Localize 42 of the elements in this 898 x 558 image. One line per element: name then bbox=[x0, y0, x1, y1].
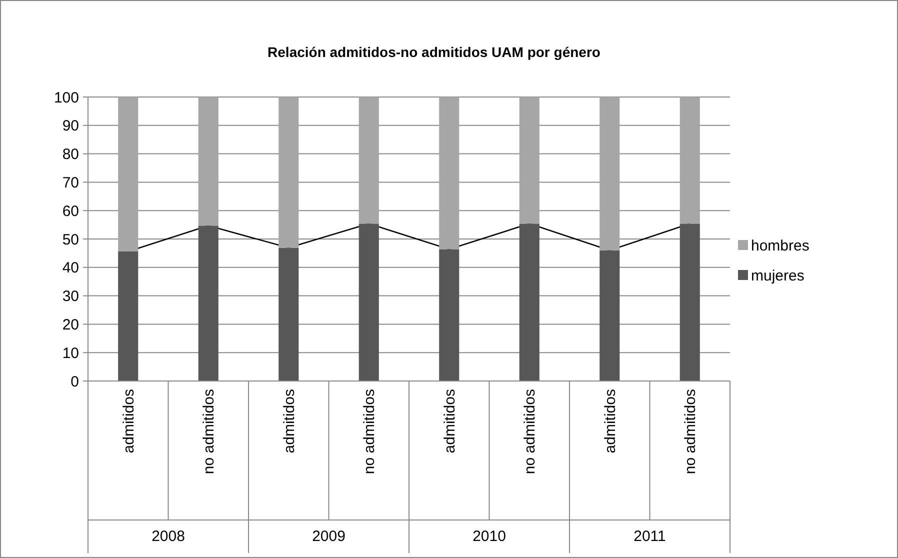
x-tick-label: admitidos bbox=[120, 389, 138, 454]
bar bbox=[118, 251, 138, 381]
legend-label: mujeres bbox=[751, 267, 804, 284]
y-tick-label: 60 bbox=[62, 202, 79, 220]
x-tick-label: admitidos bbox=[441, 389, 458, 454]
x-tick-label: no admitidos bbox=[200, 389, 218, 474]
y-tick-label: 100 bbox=[54, 89, 79, 106]
bar bbox=[519, 224, 540, 381]
text: 2010 bbox=[472, 528, 506, 545]
x-tick-label: admitidos bbox=[602, 389, 619, 454]
x-tick-label: no admitidos bbox=[522, 389, 539, 474]
bar bbox=[680, 97, 700, 224]
legend-label: hombres bbox=[751, 237, 810, 254]
bar bbox=[198, 226, 218, 381]
y-tick-label: 50 bbox=[62, 231, 79, 248]
bar bbox=[439, 97, 460, 250]
y-tick-label: 70 bbox=[62, 174, 79, 192]
y-tick-label: 80 bbox=[62, 146, 79, 164]
y-tick-label: 40 bbox=[62, 260, 79, 277]
bar bbox=[439, 249, 460, 381]
bar bbox=[278, 97, 299, 248]
y-tick-label: 10 bbox=[62, 344, 79, 362]
bar bbox=[358, 224, 379, 381]
x-tick-label: admitidos bbox=[280, 389, 298, 454]
y-tick-label: 20 bbox=[62, 316, 79, 334]
text: 2011 bbox=[634, 528, 666, 545]
bar bbox=[600, 97, 620, 250]
bar bbox=[519, 97, 540, 224]
y-tick-label: 0 bbox=[70, 373, 79, 390]
x-tick-label: no admitidos bbox=[361, 389, 378, 474]
bar bbox=[118, 97, 138, 252]
bar bbox=[358, 97, 379, 224]
x-tick-label: no admitidos bbox=[682, 389, 700, 474]
bar bbox=[680, 224, 700, 381]
text: 2009 bbox=[312, 528, 346, 545]
y-tick-label: 90 bbox=[62, 118, 79, 135]
text: 2008 bbox=[152, 528, 185, 545]
y-tick-label: 30 bbox=[62, 288, 79, 306]
chart-title: Relación admitidos-no admitidos UAM por género bbox=[268, 44, 600, 60]
bar bbox=[600, 250, 620, 381]
bar bbox=[198, 97, 218, 226]
bar bbox=[278, 248, 299, 381]
